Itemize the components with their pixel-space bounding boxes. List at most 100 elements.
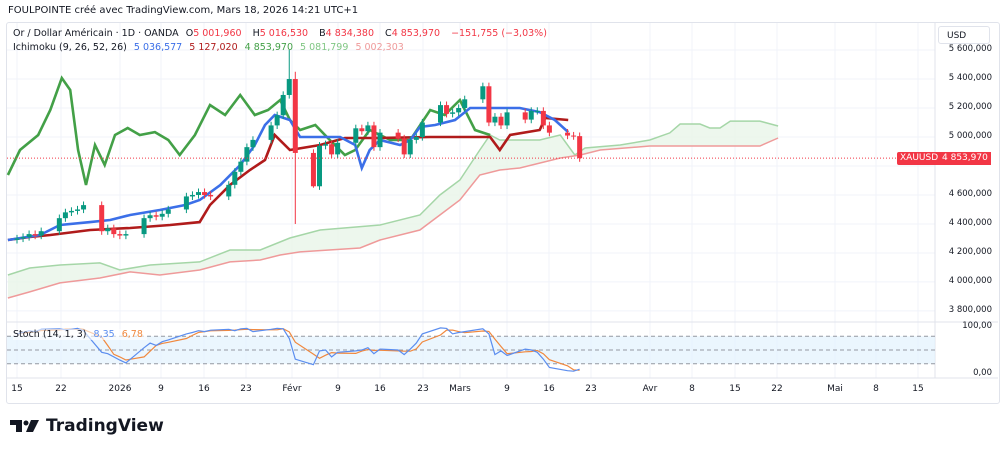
candle-body [189,194,195,197]
time-tick-label: 9 [335,384,341,394]
last-price-tag: 4 853,970 [939,152,991,165]
candle-body [141,218,147,235]
candle-body [329,144,335,155]
candle-body [317,145,322,187]
candle-body [183,196,189,210]
candle-body [238,161,244,172]
candle-body [196,192,201,195]
candle-body [365,125,371,132]
stoch-k-value: 8,35 [93,329,115,340]
chikou-span-line [6,75,491,186]
ichimoku-cloud [7,121,779,298]
ohlc-high: H5 016,530 [252,28,309,39]
candle-body [504,112,510,126]
time-tick-label: 16 [198,384,210,394]
candle-body [359,128,365,132]
senkou-span-b-line [7,137,779,299]
candle-body [528,110,534,120]
ichimoku-title[interactable]: Ichimoku (9, 26, 52, 26) [13,42,127,53]
time-tick-label: 8 [689,384,695,394]
candle-body [32,234,38,236]
time-tick-label: 2026 [108,384,132,394]
candle-body [111,228,117,235]
senkou-span-a-line [7,120,779,276]
ichimoku-legend: Ichimoku (9, 26, 52, 26) 5 036,577 5 127… [13,42,408,53]
candle-body [486,86,492,123]
candle-body [353,128,359,143]
time-tick-label: 9 [158,384,164,394]
candle-body [62,212,68,219]
lagging-value: 4 853,970 [244,42,294,53]
candle-body [377,132,383,148]
candle-body [577,136,583,159]
candle-body [419,122,425,137]
candle-body [38,231,44,236]
price-tick-label: 4 200,000 [948,246,992,257]
kijun-sen-line [7,116,569,242]
time-tick-label: Mars [449,384,471,394]
tradingview-logo[interactable]: TradingView [10,416,164,436]
tenkan-sen-line [7,106,570,242]
candle-body [413,137,419,140]
candle-body [20,237,26,239]
candle-body [250,139,256,148]
kijun-value: 5 127,020 [189,42,238,53]
candle-body [99,205,105,232]
candle-body [123,234,129,236]
candle-body [450,112,456,114]
symbol-legend: Or / Dollar Américain · 1D · OANDA O5 00… [13,28,551,39]
price-tick-label: 4 400,000 [948,217,992,228]
candle-body [286,79,292,95]
candle-body [498,116,504,126]
time-tick-label: Avr [642,384,658,394]
candle-body [335,142,341,155]
chart-attribution: FOULPOINTE créé avec TradingView.com, Ma… [8,5,359,16]
time-tick-label: 9 [504,384,510,394]
span-a-value: 5 081,799 [300,42,349,53]
time-tick-label: 22 [55,384,67,394]
currency-button[interactable]: USD [938,26,990,44]
time-tick-label: 16 [543,384,555,394]
ohlc-open: O5 001,960 [185,28,242,39]
candle-body [274,115,280,126]
stoch-title[interactable]: Stoch (14, 1, 3) [13,329,87,340]
time-tick-label: 22 [771,384,783,394]
brand-name: TradingView [46,416,164,436]
ohlc-low: B4 834,380 [319,28,375,39]
price-tick-label: 4 000,000 [948,275,992,286]
candle-body [56,218,62,232]
candle-body [462,99,468,109]
candle-body [75,209,80,211]
span-b-value: 5 002,303 [355,42,404,53]
candle-body [546,125,552,133]
candle-body [323,144,329,146]
time-tick-label: 23 [417,384,429,394]
candle-body [14,238,20,240]
time-tick-label: Mai [827,384,843,394]
candle-body [244,147,250,162]
stoch-legend: Stoch (14, 1, 3) 8,35 6,78 [13,329,147,340]
price-change: −151,755 (−3,03%) [451,28,547,39]
candle-body [480,86,486,100]
candle-body [571,135,577,137]
time-tick-label: Févr [282,384,302,394]
stoch-d-value: 6,78 [121,329,143,340]
price-tick-label: 5 200,000 [948,102,992,112]
candle-body [401,138,407,155]
price-tick-label: 5 000,000 [948,131,992,141]
candle-body [456,108,462,113]
candle-body [444,105,450,114]
time-tick-label: 23 [240,384,252,394]
stoch-d-line [16,328,580,371]
candle-body [371,125,377,148]
time-tick-label: 16 [374,384,386,394]
candle-body [202,192,208,195]
price-tick-label: 5 600,000 [948,44,992,55]
candle-body [232,171,238,185]
symbol-title[interactable]: Or / Dollar Américain · 1D · OANDA [13,28,179,39]
candle-body [534,110,540,112]
candle-body [540,110,546,126]
candle-body [153,215,159,217]
candle-body [105,228,111,232]
